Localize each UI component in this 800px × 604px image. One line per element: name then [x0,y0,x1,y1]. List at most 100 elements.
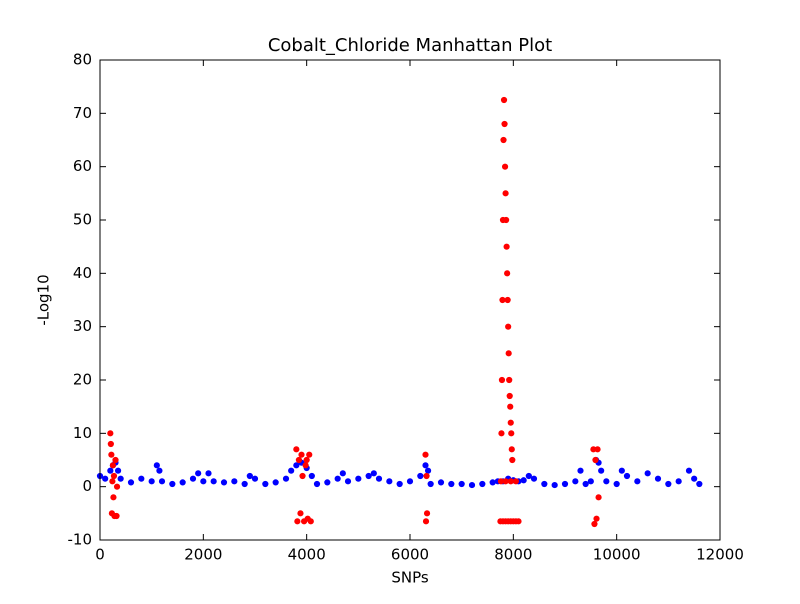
point [501,120,508,128]
y-tick-label: 80 [73,51,92,69]
point [500,136,507,144]
point [272,479,279,486]
point [113,512,120,520]
point [148,478,155,485]
point [541,480,548,488]
point [613,480,620,488]
point [297,510,304,517]
point [520,477,527,484]
point [294,518,301,525]
point [386,478,393,485]
point [313,480,321,488]
point [231,478,238,485]
y-tick-label: -10 [68,531,93,549]
point [365,472,372,480]
point [507,419,514,426]
point [299,472,306,480]
y-tick-label: 10 [73,424,92,442]
point [458,480,465,488]
point [423,472,430,480]
y-tick-label: 30 [73,317,92,335]
point [593,515,600,522]
point [262,480,269,488]
point [138,475,145,482]
point [507,478,514,485]
point [282,475,290,482]
point [107,440,114,448]
point [468,481,476,489]
point [515,518,522,525]
point [205,470,212,477]
point [505,350,512,357]
point [246,472,253,480]
point [189,475,197,482]
point [108,451,115,458]
point [406,478,414,485]
point [582,480,589,488]
point [603,478,610,485]
point [696,480,703,488]
point [102,475,109,482]
x-tick-label: 10000 [593,546,641,564]
y-tick-label: 0 [82,477,92,495]
point [293,446,300,453]
point [114,467,122,474]
point [298,451,305,458]
point [158,478,166,485]
point [595,494,602,501]
point [370,470,377,477]
point [691,475,698,482]
point [506,376,513,384]
point [156,467,163,474]
point [427,480,434,488]
point [334,475,341,482]
point [422,451,429,458]
x-tick-label: 12000 [696,546,744,564]
point [306,451,313,458]
point [107,467,114,474]
point [195,470,202,477]
point [307,518,314,525]
point [303,456,310,464]
point [577,467,584,474]
point [502,190,509,197]
x-tick-label: 0 [95,546,105,564]
point [591,520,598,528]
point [506,392,513,400]
point [500,96,508,104]
point [355,475,362,482]
point [594,446,601,453]
point [503,216,510,224]
x-axis-label: SNPs [391,569,429,587]
point [499,296,506,304]
point [424,467,432,474]
point [508,430,515,437]
point [437,479,445,486]
point [561,480,569,488]
point [598,467,605,474]
point [107,430,114,437]
point [654,475,662,482]
point [685,467,693,474]
point [210,478,217,485]
point [503,243,510,250]
point [113,483,121,490]
point [324,479,331,486]
point [127,479,135,486]
point [501,163,509,170]
point [110,472,118,480]
point [109,478,116,485]
point [109,462,117,469]
point [110,494,117,501]
point [308,472,315,480]
plot-area [96,96,703,528]
chart-title: Cobalt_Chloride Manhattan Plot [268,35,552,56]
y-tick-label: 40 [73,264,92,282]
point [572,478,579,485]
point [498,376,506,384]
point [551,481,558,489]
point [665,480,672,488]
point [293,462,300,469]
